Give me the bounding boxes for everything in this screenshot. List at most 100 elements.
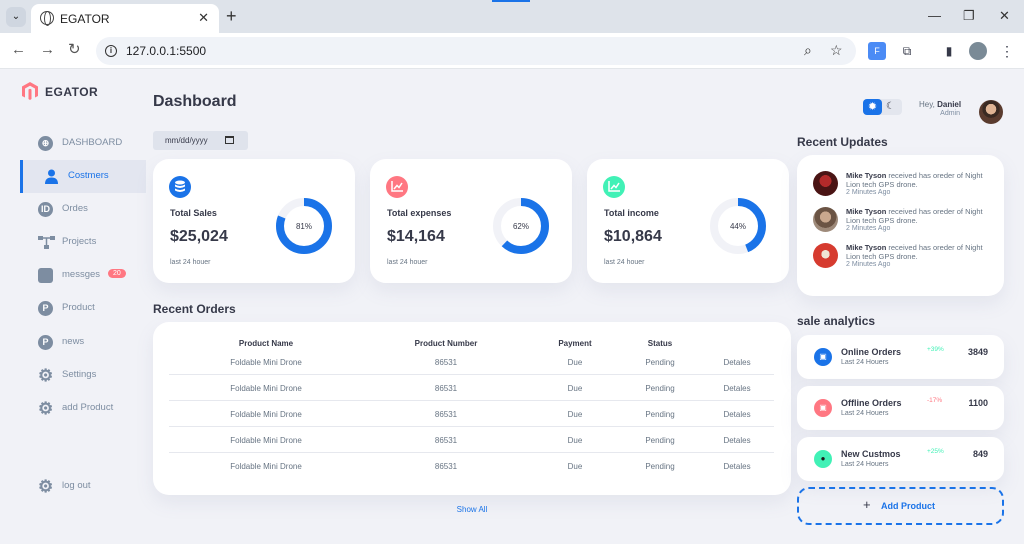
sidebar-item-label: Ordes bbox=[62, 203, 88, 214]
card-title: Total expenses bbox=[387, 208, 452, 218]
date-input[interactable]: mm/dd/yyyy bbox=[153, 131, 248, 150]
puzzle-extensions-icon[interactable]: ⧉ bbox=[902, 44, 912, 58]
details-link[interactable]: Detales bbox=[723, 384, 751, 393]
show-all-link[interactable]: Show All bbox=[456, 505, 488, 514]
online-orders-card: ▣ Online Orders Last 24 Houers +39% 3849 bbox=[797, 335, 1004, 379]
address-bar[interactable]: i 127.0.0.1:5500 ⌕ ☆ bbox=[96, 37, 856, 65]
user-name: Daniel bbox=[937, 100, 962, 109]
details-link[interactable]: Detales bbox=[723, 436, 751, 445]
update-message: received has oreder of Night Lion tech G… bbox=[846, 171, 983, 189]
reload-button[interactable]: ↻ bbox=[68, 41, 81, 58]
url-text[interactable]: 127.0.0.1:5500 bbox=[126, 44, 207, 58]
brand-name: EGATOR bbox=[45, 85, 99, 99]
sidebar-item-product[interactable]: P Product bbox=[20, 292, 146, 325]
close-icon[interactable]: ✕ bbox=[198, 10, 209, 25]
add-product-button[interactable]: + Add Product bbox=[797, 487, 1004, 525]
sidebar-item-orders[interactable]: ID Ordes bbox=[20, 193, 146, 226]
theme-toggle[interactable]: ✹ ☾ bbox=[863, 99, 902, 115]
details-link[interactable]: Detales bbox=[723, 358, 751, 367]
forward-button[interactable]: → bbox=[40, 41, 55, 58]
card-title: Total Sales bbox=[170, 208, 217, 218]
sidebar-item-label: messges bbox=[62, 269, 101, 280]
payment-cell: Due bbox=[567, 358, 583, 367]
sidebar-item-logout[interactable]: ⚙ log out bbox=[20, 470, 146, 503]
sidebar-item-label: DASHBOARD bbox=[62, 137, 123, 148]
restore-button[interactable]: ❐ bbox=[963, 8, 975, 23]
update-item: Mike Tyson received has oreder of Night … bbox=[813, 243, 993, 275]
table-row: Foldable Mini Drone 86531 Due Pending De… bbox=[169, 427, 774, 453]
person-icon bbox=[44, 169, 59, 184]
browser-tab[interactable]: EGATOR ✕ bbox=[31, 4, 219, 33]
donut-label: 81% bbox=[296, 222, 312, 231]
sidebar-item-customers[interactable]: Costmers bbox=[20, 160, 146, 193]
update-text: Mike Tyson received has oreder of Night … bbox=[846, 207, 996, 225]
back-button[interactable]: ← bbox=[11, 41, 26, 58]
message-icon bbox=[38, 268, 53, 283]
new-tab-button[interactable]: + bbox=[226, 6, 237, 26]
tab-search-button[interactable]: ⌄ bbox=[6, 7, 26, 27]
total-income-card: Total income $10,864 last 24 houer 44% bbox=[587, 159, 789, 283]
date-placeholder: mm/dd/yyyy bbox=[165, 136, 208, 145]
update-message: received has oreder of Night Lion tech G… bbox=[846, 207, 983, 225]
table-row: Foldable Mini Drone 86531 Due Pending De… bbox=[169, 349, 774, 375]
card-subtitle: last 24 houer bbox=[170, 259, 211, 266]
window-close-button[interactable]: ✕ bbox=[999, 8, 1010, 23]
column-header: Payment bbox=[558, 339, 592, 348]
person-icon: ● bbox=[814, 450, 832, 468]
sidebar-item-settings[interactable]: ⚙ Settings bbox=[20, 359, 146, 392]
sidebar-item-dashboard[interactable]: ⊕ DASHBOARD bbox=[20, 127, 146, 160]
sidebar-item-label: Settings bbox=[62, 369, 97, 380]
page-title: Dashboard bbox=[153, 93, 237, 110]
details-link[interactable]: Detales bbox=[723, 462, 751, 471]
user-avatar[interactable] bbox=[979, 100, 1003, 124]
progress-donut: 81% bbox=[276, 198, 332, 254]
card-subtitle: last 24 houer bbox=[604, 259, 645, 266]
profile-avatar-icon[interactable] bbox=[969, 42, 987, 60]
payment-cell: Due bbox=[567, 436, 583, 445]
product-number-cell: 86531 bbox=[434, 384, 458, 393]
sidebar-item-projects[interactable]: Projects bbox=[20, 226, 146, 259]
side-panel-icon[interactable]: ▮ bbox=[945, 44, 953, 58]
moon-icon[interactable]: ☾ bbox=[886, 101, 895, 112]
avatar bbox=[813, 243, 838, 268]
database-icon bbox=[169, 176, 191, 198]
recent-updates-card: Mike Tyson received has oreder of Night … bbox=[797, 155, 1004, 296]
gear-icon: ⚙ bbox=[38, 366, 54, 385]
product-icon: P bbox=[38, 301, 53, 316]
info-icon[interactable]: i bbox=[105, 45, 117, 57]
calendar-icon[interactable] bbox=[225, 136, 234, 144]
recent-orders-title: Recent Orders bbox=[153, 302, 236, 316]
globe-icon bbox=[40, 11, 54, 26]
store-icon: ▣ bbox=[814, 399, 832, 417]
recent-orders-table: Product Name Product Number Payment Stat… bbox=[153, 322, 791, 495]
user-role: Admin bbox=[940, 110, 960, 117]
sidebar-item-news[interactable]: P news bbox=[20, 326, 146, 359]
update-time: 2 Minutes Ago bbox=[846, 189, 891, 196]
analytics-subtitle: Last 24 Houers bbox=[841, 461, 889, 468]
chart-icon bbox=[386, 176, 408, 198]
translate-extension-icon[interactable]: F bbox=[868, 42, 886, 60]
update-message: received has oreder of Night Lion tech G… bbox=[846, 243, 983, 261]
status-cell: Pending bbox=[645, 410, 675, 419]
payment-cell: Due bbox=[567, 384, 583, 393]
status-cell: Pending bbox=[645, 462, 675, 471]
minimize-button[interactable]: — bbox=[928, 8, 941, 23]
payment-cell: Due bbox=[567, 462, 583, 471]
column-header: Product Number bbox=[414, 339, 478, 348]
sun-icon[interactable]: ✹ bbox=[863, 99, 882, 115]
details-link[interactable]: Detales bbox=[723, 410, 751, 419]
zoom-icon[interactable]: ⌕ bbox=[804, 42, 812, 58]
total-expenses-card: Total expenses $14,164 last 24 houer 62% bbox=[370, 159, 572, 283]
news-icon: P bbox=[38, 335, 53, 350]
product-number-cell: 86531 bbox=[434, 358, 458, 367]
analytics-value: 1100 bbox=[968, 398, 988, 408]
progress-donut: 44% bbox=[710, 198, 766, 254]
menu-dots-icon[interactable]: ⋮ bbox=[1000, 43, 1014, 59]
hierarchy-icon bbox=[38, 235, 55, 250]
new-customers-card: ● New Custmos Last 24 Houers +25% 849 bbox=[797, 437, 1004, 481]
sidebar-item-messages[interactable]: messges 20 bbox=[20, 259, 146, 292]
update-text: Mike Tyson received has oreder of Night … bbox=[846, 171, 996, 189]
dashboard-icon: ⊕ bbox=[38, 136, 53, 151]
sidebar-item-add-product[interactable]: ⚙ add Product bbox=[20, 392, 146, 425]
bookmark-star-icon[interactable]: ☆ bbox=[830, 42, 843, 58]
